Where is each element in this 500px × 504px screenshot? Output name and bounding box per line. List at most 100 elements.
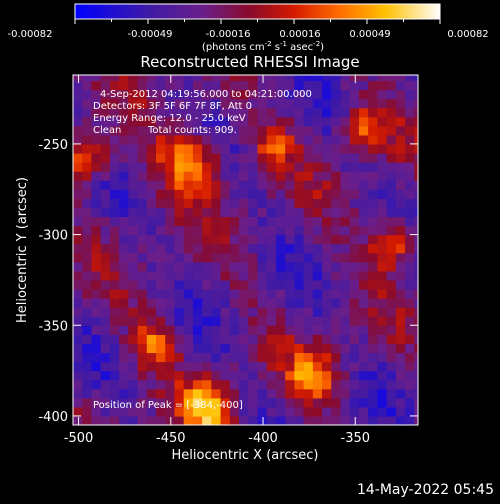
heatmap-cell — [377, 125, 388, 136]
heatmap-cell — [312, 298, 323, 308]
heatmap-cell — [248, 107, 259, 118]
heatmap-cell — [266, 180, 277, 190]
heatmap-cell — [257, 270, 268, 281]
heatmap-cell — [82, 225, 93, 236]
heatmap-cell — [109, 207, 120, 218]
heatmap-cell — [349, 361, 360, 372]
heatmap-cell — [239, 325, 249, 335]
heatmap-cell — [73, 225, 83, 236]
heatmap-cell — [109, 334, 120, 344]
heatmap-cell — [100, 125, 111, 136]
heatmap-cell — [266, 352, 277, 363]
heatmap-cell — [192, 162, 203, 172]
heatmap-cell — [220, 75, 231, 82]
heatmap-cell — [331, 171, 342, 181]
heatmap-cell — [73, 89, 83, 100]
heatmap-cell — [414, 270, 418, 281]
heatmap-cell — [192, 388, 203, 399]
heatmap-cell — [156, 325, 166, 335]
heatmap-cell — [211, 116, 222, 127]
heatmap-cell — [128, 152, 139, 163]
heatmap-cell — [220, 234, 231, 245]
heatmap-cell — [303, 234, 314, 245]
heatmap-cell — [183, 80, 194, 91]
heatmap-cell — [91, 243, 102, 254]
heatmap-cell — [183, 216, 194, 227]
heatmap-cell — [202, 171, 212, 181]
heatmap-cell — [275, 189, 286, 199]
heatmap-cell — [322, 352, 332, 363]
heatmap-cell — [386, 388, 397, 399]
heatmap-cell — [312, 171, 323, 181]
heatmap-cell — [285, 270, 295, 281]
heatmap-cell — [192, 234, 203, 245]
heatmap-cell — [358, 415, 369, 425]
heatmap-cell — [137, 288, 148, 299]
heatmap-cell — [312, 252, 323, 263]
heatmap-cell — [211, 180, 222, 190]
heatmap-cell — [349, 397, 360, 408]
heatmap-cell — [211, 98, 222, 109]
heatmap-cell — [294, 134, 305, 145]
heatmap-cell — [395, 243, 406, 254]
heatmap-cell — [156, 189, 166, 199]
heatmap-cell — [405, 207, 415, 218]
heatmap-cell — [229, 261, 240, 272]
heatmap-cell — [202, 225, 212, 236]
heatmap-cell — [331, 152, 342, 163]
heatmap-cell — [183, 198, 194, 208]
heatmap-cell — [386, 189, 397, 199]
heatmap-cell — [109, 80, 120, 91]
heatmap-cell — [211, 406, 222, 417]
heatmap-cell — [349, 325, 360, 335]
heatmap-cell — [275, 162, 286, 172]
heatmap-cell — [192, 243, 203, 254]
heatmap-cell — [377, 134, 388, 145]
heatmap-cell — [395, 279, 406, 290]
heatmap-cell — [358, 207, 369, 218]
heatmap-cell — [257, 180, 268, 190]
heatmap-cell — [340, 98, 351, 109]
heatmap-cell — [220, 89, 231, 100]
heatmap-cell — [100, 116, 111, 127]
heatmap-cell — [128, 279, 139, 290]
heatmap-cell — [156, 415, 166, 425]
heatmap-cell — [146, 152, 157, 163]
heatmap-cell — [275, 134, 286, 145]
heatmap-cell — [395, 415, 406, 425]
heatmap-cell — [248, 162, 259, 172]
heatmap-cell — [386, 116, 397, 127]
heatmap-cell — [100, 316, 111, 326]
heatmap-cell — [183, 406, 194, 417]
heatmap-cell — [285, 343, 295, 354]
heatmap-cell — [395, 134, 406, 145]
heatmap-cell — [248, 415, 259, 425]
heatmap-cell — [137, 397, 148, 408]
heatmap-cell — [275, 370, 286, 381]
heatmap-cell — [100, 216, 111, 227]
heatmap-cell — [174, 75, 185, 82]
heatmap-cell — [414, 343, 418, 354]
heatmap-cell — [202, 397, 212, 408]
heatmap-cell — [165, 134, 176, 145]
heatmap-cell — [405, 125, 415, 136]
heatmap-cell — [377, 270, 388, 281]
heatmap-cell — [239, 415, 249, 425]
heatmap-cell — [414, 243, 418, 254]
heatmap-cell — [128, 80, 139, 91]
heatmap-cell — [340, 261, 351, 272]
heatmap-cell — [275, 216, 286, 227]
heatmap-cell — [340, 80, 351, 91]
heatmap-cell — [266, 207, 277, 218]
heatmap-cell — [119, 406, 129, 417]
heatmap-cell — [386, 397, 397, 408]
heatmap-cell — [239, 152, 249, 163]
heatmap-cell — [275, 252, 286, 263]
heatmap-cell — [91, 334, 102, 344]
heatmap-cell — [303, 279, 314, 290]
heatmap-cell — [239, 134, 249, 145]
heatmap-cell — [248, 406, 259, 417]
heatmap-cell — [192, 225, 203, 236]
heatmap-cell — [257, 107, 268, 118]
heatmap-cell — [165, 261, 176, 272]
